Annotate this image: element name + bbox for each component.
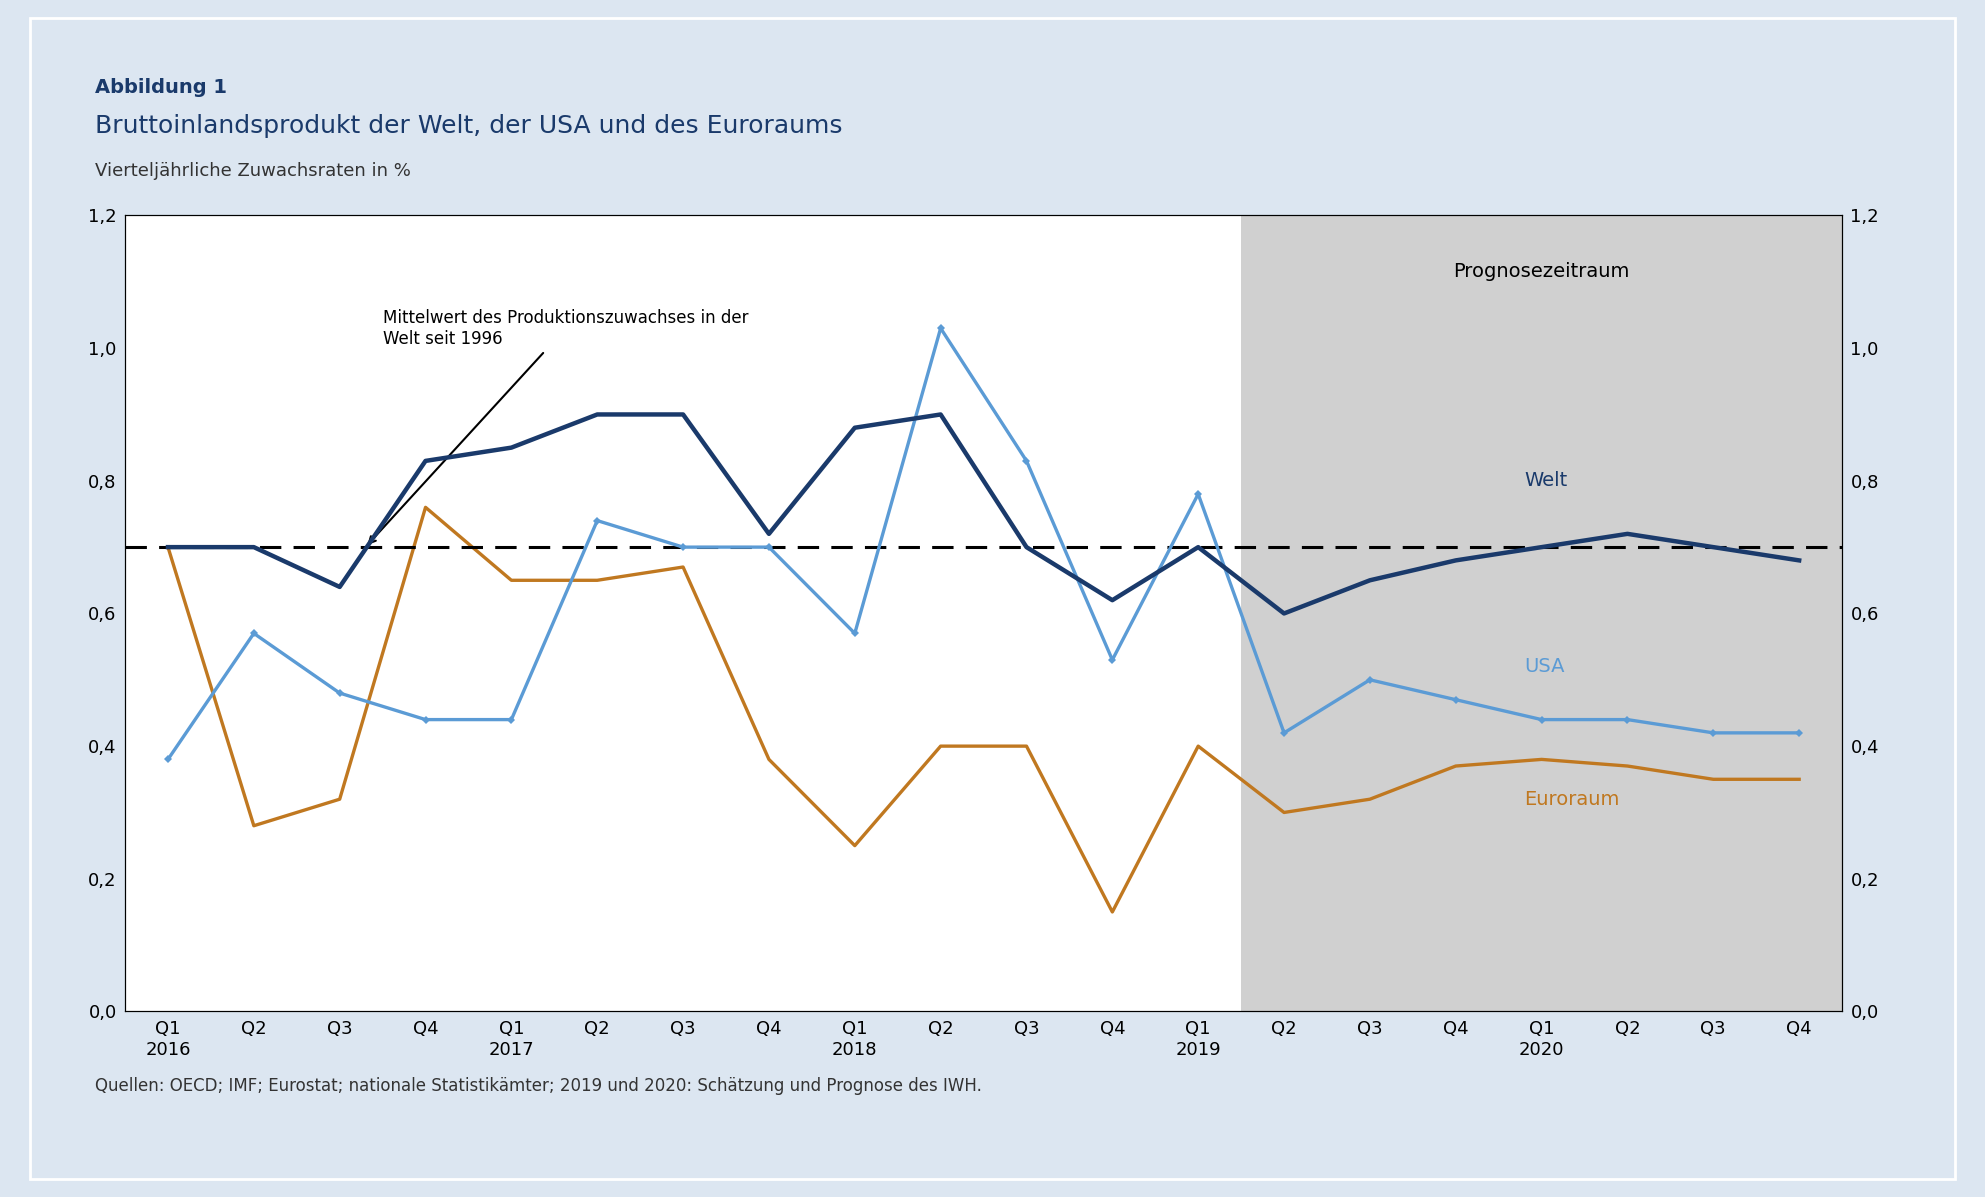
Text: Abbildung 1: Abbildung 1 [95,78,226,97]
Text: Vierteljährliche Zuwachsraten in %: Vierteljährliche Zuwachsraten in % [95,162,411,180]
Bar [1241,215,1842,1011]
Text: Welt: Welt [1524,472,1568,491]
Text: Mittelwert des Produktionszuwachses in der
Welt seit 1996: Mittelwert des Produktionszuwachses in d… [369,309,748,543]
Text: Euroraum: Euroraum [1524,790,1620,809]
Text: Bruttoinlandsprodukt der Welt, der USA und des Euroraums: Bruttoinlandsprodukt der Welt, der USA u… [95,114,844,138]
Text: Quellen: OECD; IMF; Eurostat; nationale Statistikämter; 2019 und 2020: Schätzung: Quellen: OECD; IMF; Eurostat; nationale … [95,1077,983,1095]
Text: USA: USA [1524,657,1564,676]
Text: Prognosezeitraum: Prognosezeitraum [1453,262,1630,281]
